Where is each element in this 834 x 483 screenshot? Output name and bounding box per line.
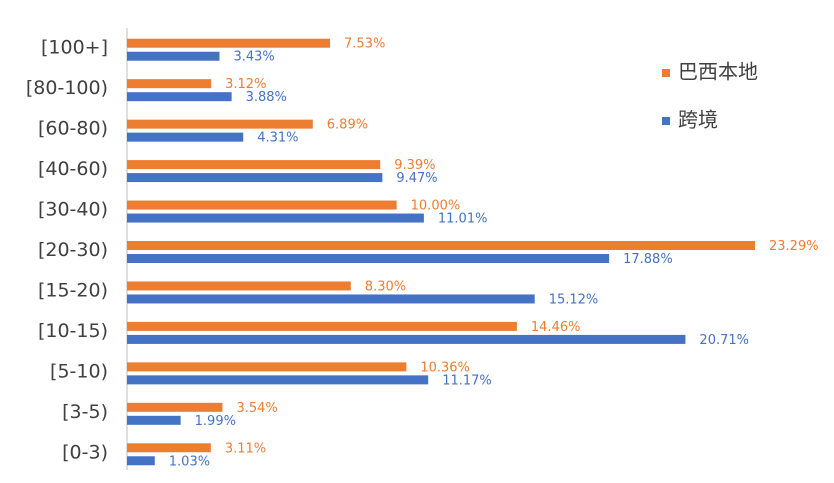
y-tick-label: [30-40) — [38, 199, 108, 221]
value-label: 3.88% — [246, 90, 287, 105]
value-label: 6.89% — [327, 118, 368, 133]
bar — [127, 119, 313, 129]
value-label: 8.30% — [365, 279, 406, 294]
value-label: 11.17% — [442, 373, 492, 388]
bar — [127, 160, 381, 170]
bar — [127, 92, 232, 102]
value-label: 20.71% — [699, 333, 749, 348]
y-tick-label: [100+] — [41, 37, 108, 59]
bar — [127, 200, 397, 210]
legend-label: 巴西本地 — [678, 60, 758, 84]
legend-label: 跨境 — [678, 108, 718, 132]
bar — [127, 415, 181, 425]
y-tick-label: [0-3) — [62, 441, 108, 463]
y-tick-label: [80-100) — [26, 77, 108, 99]
value-label: 15.12% — [549, 292, 599, 307]
value-label: 3.54% — [236, 401, 277, 416]
legend-swatch — [662, 69, 670, 77]
value-label: 3.11% — [225, 441, 266, 456]
legend-swatch — [662, 117, 670, 125]
value-label: 9.47% — [396, 171, 437, 186]
value-label: 10.00% — [411, 199, 461, 214]
bar — [127, 254, 610, 263]
value-label: 3.43% — [233, 50, 274, 65]
value-label: 3.12% — [225, 77, 266, 92]
bar — [127, 402, 223, 412]
value-label: 7.53% — [344, 37, 385, 52]
bar — [127, 321, 517, 331]
bar — [127, 213, 424, 223]
y-tick-label: [3-5) — [62, 401, 108, 423]
y-tick-label: [10-15) — [38, 320, 108, 342]
bar — [127, 334, 686, 344]
value-label: 11.01% — [438, 212, 488, 227]
bar — [127, 132, 244, 142]
bar — [127, 173, 383, 183]
y-tick-label: [15-20) — [38, 279, 108, 301]
bar — [127, 51, 220, 61]
value-label: 14.46% — [531, 320, 581, 335]
value-label: 1.03% — [169, 454, 210, 469]
y-tick-label: [40-60) — [38, 158, 108, 180]
bar — [127, 281, 351, 291]
bar — [127, 375, 429, 385]
y-tick-label: [20-30) — [38, 239, 108, 261]
value-label: 9.39% — [394, 158, 435, 173]
bar — [127, 443, 211, 453]
value-label: 1.99% — [195, 414, 236, 429]
bar — [127, 456, 155, 466]
y-tick-label: [5-10) — [50, 360, 108, 382]
value-label: 10.36% — [420, 360, 470, 375]
bar — [127, 294, 535, 304]
value-label: 4.31% — [257, 131, 298, 146]
bar — [127, 79, 212, 89]
bar — [127, 38, 331, 48]
value-label: 17.88% — [623, 252, 673, 267]
bar — [127, 362, 407, 372]
y-tick-label: [60-80) — [38, 118, 108, 140]
bar — [127, 241, 755, 250]
value-label: 23.29% — [769, 239, 819, 254]
